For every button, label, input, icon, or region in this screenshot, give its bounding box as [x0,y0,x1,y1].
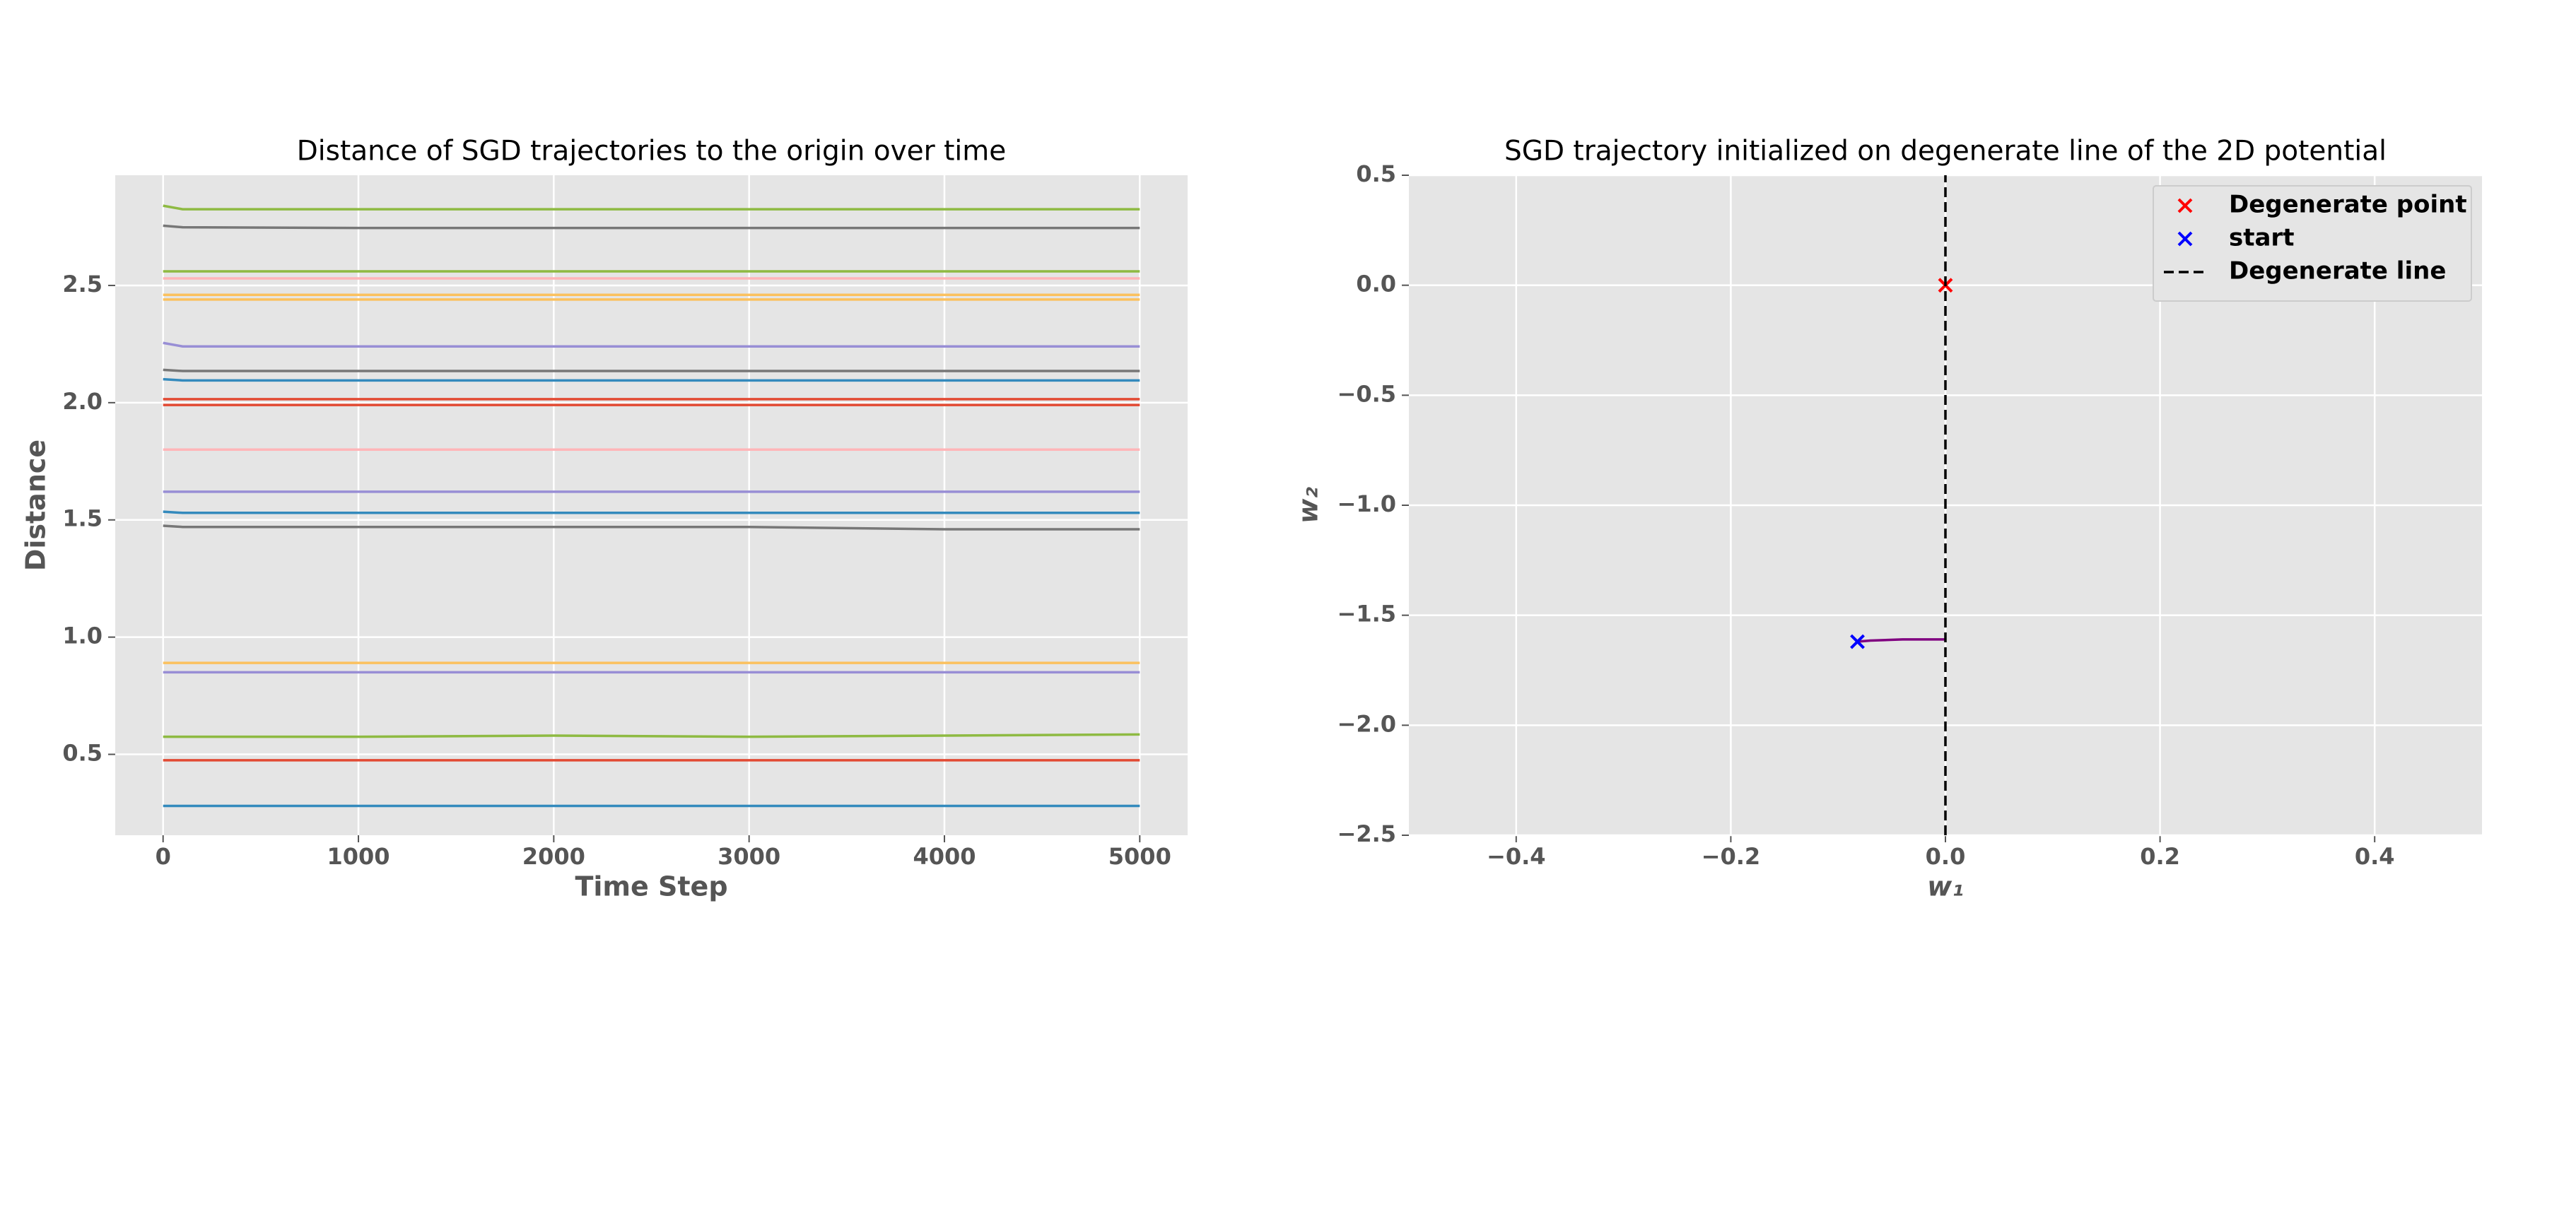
x-tick-label: −0.4 [1487,843,1546,870]
y-tick-label: −0.5 [1337,380,1397,407]
y-tick-label: 2.5 [62,271,103,297]
series-line [1857,638,1945,643]
x-axis-label: Time Step [575,871,727,902]
y-tick-label: 0.5 [62,740,103,767]
x-tick-label: −0.2 [1702,843,1761,870]
y-tick-label: 1.0 [62,623,103,649]
legend-marker [2177,231,2193,247]
y-tick-label: 2.0 [62,388,103,415]
y-tick-label: 0.0 [1356,271,1396,297]
y-tick-label: −1.5 [1337,601,1397,627]
x-tick-label: 1000 [327,843,390,870]
y-tick-label: −1.0 [1337,490,1397,517]
legend-label: Degenerate point [2229,191,2467,219]
chart-title: SGD trajectory initialized on degenerate… [1504,136,2387,167]
series-line [163,524,1140,531]
x-tick-label: 4000 [913,843,976,870]
x-axis-label: w₁ [1927,871,1964,902]
legend-marker [2177,198,2193,213]
legend: Degenerate point start Degenerate line [2153,185,2472,302]
x-tick-label: 2000 [522,843,585,870]
y-tick-label: 1.5 [62,505,103,532]
x-tick-label: 5000 [1108,843,1171,870]
y-tick-label: −2.5 [1337,820,1397,847]
x-tick-label: 0.4 [2355,843,2395,870]
series-line [163,224,1140,230]
marker [1850,634,1865,649]
x-tick-label: 0 [156,843,171,870]
series-line [163,368,1140,372]
series-line [163,341,1140,348]
chart-title: Distance of SGD trajectories to the orig… [297,136,1006,167]
series-line [163,377,1140,382]
series-line [163,510,1140,514]
legend-label: Degenerate line [2229,257,2446,285]
y-tick-label: −2.0 [1337,710,1397,737]
legend-label: start [2229,224,2294,252]
x-tick-label: 0.0 [1926,843,1966,870]
legend-box [2153,185,2472,302]
series-line [163,204,1140,211]
y-axis-label: Distance [21,440,52,571]
x-tick-label: 0.2 [2140,843,2180,870]
y-axis-label: w₂ [1293,487,1324,524]
series-line [163,733,1140,738]
x-tick-label: 3000 [718,843,780,870]
plot-series [163,204,1140,808]
y-tick-label: 0.5 [1356,160,1396,187]
